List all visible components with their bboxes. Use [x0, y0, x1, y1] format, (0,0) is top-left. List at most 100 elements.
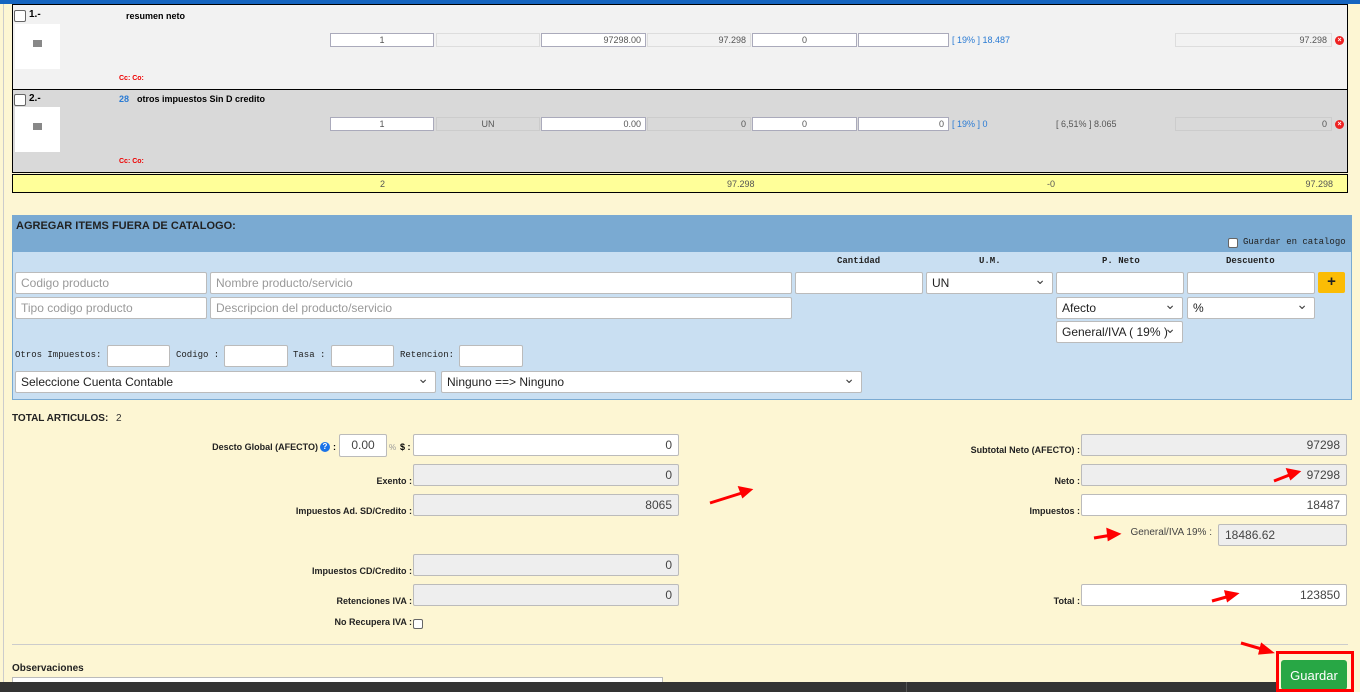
impuestos-input[interactable]: 18487 — [1081, 494, 1347, 516]
afecto-select[interactable]: Afecto — [1056, 297, 1183, 319]
pneto-input[interactable] — [1056, 272, 1184, 294]
item-row-2: 2.- 28 otros impuestos Sin D credito Cc:… — [12, 90, 1348, 173]
arrow-head — [1106, 527, 1122, 542]
arrow-head — [737, 485, 754, 499]
tax-text: [ 19% ] 0 — [952, 119, 988, 129]
highlight-box — [1276, 651, 1354, 692]
divider — [12, 644, 1348, 645]
add-item-button[interactable]: + — [1318, 272, 1345, 293]
exento-field: 0 — [413, 464, 679, 486]
total-field: 97.298 — [1175, 33, 1332, 47]
total-label: Total : — [1053, 596, 1080, 606]
total-articulos-label: TOTAL ARTICULOS: — [12, 413, 109, 424]
otros-impuestos-label: Otros Impuestos: — [15, 350, 102, 360]
um-field: UN — [436, 117, 540, 131]
help-icon[interactable]: ? — [320, 442, 330, 452]
arrow-head — [1258, 642, 1275, 655]
iva-field: 18486.62 — [1218, 524, 1347, 546]
um-select[interactable]: UN — [926, 272, 1053, 294]
otros-impuestos-input[interactable] — [107, 345, 170, 367]
discount-input[interactable]: 0 — [752, 117, 857, 131]
add-items-panel: AGREGAR ITEMS FUERA DE CATALOGO: Guardar… — [12, 215, 1352, 400]
retenciones-label: Retenciones IVA : — [336, 596, 412, 606]
retencion-label: Retencion: — [400, 350, 455, 360]
delete-icon[interactable]: × — [1335, 36, 1344, 45]
item-name: otros impuestos Sin D credito — [137, 94, 266, 104]
imp-cd-label: Impuestos CD/Credito : — [311, 566, 412, 576]
header-descuento: Descuento — [1226, 256, 1275, 266]
totals-row: 2 97.298 -0 97.298 — [12, 174, 1348, 193]
save-catalog-checkbox[interactable] — [1228, 238, 1238, 248]
item-row-1: 1.- resumen neto Cc: Co: 1 97298.00 97.2… — [12, 4, 1348, 90]
panel-title: AGREGAR ITEMS FUERA DE CATALOGO: — [16, 220, 236, 232]
imp-sd-label: Impuestos Ad. SD/Credito : — [295, 506, 412, 516]
item-checkbox[interactable] — [14, 10, 26, 22]
item-name: resumen neto — [126, 11, 186, 21]
nombre-producto-input[interactable]: Nombre producto/servicio — [210, 272, 792, 294]
codigo-label: Codigo : — [176, 350, 220, 360]
exento-label: Exento : — [376, 476, 412, 486]
tasa-input[interactable] — [331, 345, 394, 367]
net-field: 97.298 — [647, 33, 751, 47]
descto-pct-input[interactable]: 0.00 — [339, 434, 387, 457]
taskbar — [0, 682, 1276, 692]
retencion-input[interactable] — [459, 345, 523, 367]
item-code: 28 — [119, 94, 130, 104]
tasa-label: Tasa : — [293, 350, 326, 360]
descripcion-input[interactable]: Descripcion del producto/servicio — [210, 297, 792, 319]
cuenta-contable-select[interactable]: Seleccione Cuenta Contable — [15, 371, 436, 393]
colon: : — [333, 442, 336, 452]
header-pneto: P. Neto — [1102, 256, 1140, 266]
item-cc: Cc: Co: — [119, 158, 144, 165]
ninguno-select[interactable]: Ninguno ==> Ninguno — [441, 371, 862, 393]
dollar-label: $ : — [400, 442, 411, 452]
qty-input[interactable]: 1 — [330, 117, 434, 131]
total-articulos-value: 2 — [116, 413, 122, 424]
header-cantidad: Cantidad — [837, 256, 881, 266]
totals-disc: -0 — [1047, 179, 1056, 189]
extra-input[interactable] — [858, 33, 949, 47]
delete-icon[interactable]: × — [1335, 120, 1344, 129]
top-bar — [0, 0, 1360, 4]
codigo-producto-input[interactable]: Codigo producto — [15, 272, 207, 294]
neto-field: 97298 — [1081, 464, 1347, 486]
item-number: 2.- — [29, 93, 41, 104]
subtotal-field: 97298 — [1081, 434, 1347, 456]
cantidad-input[interactable] — [795, 272, 923, 294]
impuestos-label: Impuestos : — [1029, 506, 1080, 516]
tipo-codigo-input[interactable]: Tipo codigo producto — [15, 297, 207, 319]
discount-type-select[interactable]: % — [1187, 297, 1315, 319]
item-checkbox[interactable] — [14, 94, 26, 106]
descuento-input[interactable] — [1187, 272, 1315, 294]
panel-header: AGREGAR ITEMS FUERA DE CATALOGO: Guardar… — [13, 216, 1351, 252]
codigo-input[interactable] — [224, 345, 288, 367]
image-placeholder-icon — [15, 107, 60, 152]
imp-sd-field: 8065 — [413, 494, 679, 516]
other-tax-text: [ 6,51% ] 8.065 — [1056, 119, 1117, 129]
um-field — [436, 33, 540, 47]
extra-input[interactable]: 0 — [858, 117, 949, 131]
iva-select[interactable]: General/IVA ( 19% ) — [1056, 321, 1183, 343]
tax-text: [ 19% ] 18.487 — [952, 35, 1011, 45]
total-input[interactable]: 123850 — [1081, 584, 1347, 606]
totals-net: 97.298 — [727, 179, 755, 189]
item-cc: Cc: Co: — [119, 75, 144, 82]
price-input[interactable]: 0.00 — [541, 117, 646, 131]
price-input[interactable]: 97298.00 — [541, 33, 646, 47]
observaciones-label: Observaciones — [12, 663, 84, 674]
descto-global-label: Descto Global (AFECTO) — [212, 442, 318, 452]
item-number: 1.- — [29, 9, 41, 20]
iva-label: General/IVA 19% : — [1130, 527, 1212, 538]
descto-amount-input[interactable]: 0 — [413, 434, 679, 456]
qty-input[interactable]: 1 — [330, 33, 434, 47]
guardar-button[interactable]: Guardar — [1281, 660, 1347, 690]
discount-input[interactable]: 0 — [752, 33, 857, 47]
retenciones-field: 0 — [413, 584, 679, 606]
arrow-annotation — [709, 490, 746, 505]
header-um: U.M. — [979, 256, 1001, 266]
no-recupera-checkbox[interactable] — [413, 619, 423, 629]
subtotal-label: Subtotal Neto (AFECTO) : — [970, 445, 1080, 455]
image-placeholder-icon — [15, 24, 60, 69]
net-field: 0 — [647, 117, 751, 131]
